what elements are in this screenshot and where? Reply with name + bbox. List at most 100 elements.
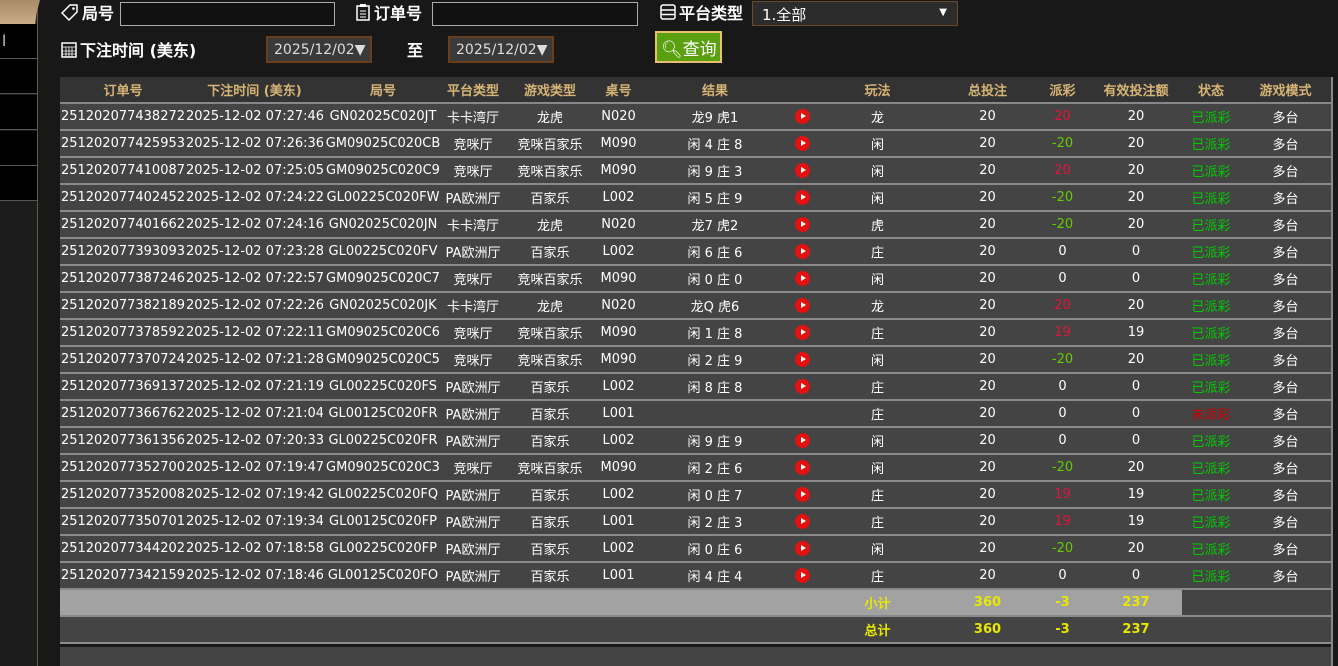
replay-cell [790, 562, 815, 590]
play-video-icon[interactable] [795, 244, 810, 259]
play-video-icon[interactable] [795, 514, 810, 529]
play-video-icon[interactable] [795, 271, 810, 286]
play-video-icon[interactable] [795, 379, 810, 394]
table-row[interactable]: 251202077387246 2025-12-02 07:22:57 GM0902… [60, 265, 1331, 293]
order-input[interactable] [432, 2, 638, 26]
play-video-icon[interactable] [795, 487, 810, 502]
date-from-picker[interactable]: 2025/12/02▼ [266, 36, 372, 63]
play-video-icon[interactable] [795, 325, 810, 340]
spacer [60, 589, 815, 617]
column-header: 游戏模式 [1240, 77, 1331, 104]
play-video-icon[interactable] [795, 541, 810, 556]
cell-0: 251202077401662 [60, 211, 186, 239]
cell-3: PA欧洲厅 [443, 508, 503, 536]
table-row[interactable]: 251202077352700 2025-12-02 07:19:47 GM0902… [60, 454, 1331, 482]
table-row[interactable]: 251202077401662 2025-12-02 07:24:16 GN0202… [60, 211, 1331, 239]
platform-select[interactable]: 1.全部 ▼ [752, 1, 958, 26]
play-video-icon[interactable] [795, 163, 810, 178]
cell-8: 庄 [815, 508, 940, 536]
table-row[interactable]: 251202077342159 2025-12-02 07:18:46 GL0012… [60, 562, 1331, 590]
table-row[interactable]: 251202077361356 2025-12-02 07:20:33 GL0022… [60, 427, 1331, 455]
spacer [60, 616, 815, 644]
play-video-icon[interactable] [795, 136, 810, 151]
cell-4: 百家乐 [503, 562, 597, 590]
play-video-icon[interactable] [795, 568, 810, 583]
subtotal-payout: -3 [1035, 589, 1090, 617]
scrollbar[interactable] [1331, 77, 1333, 666]
cell-0: 251202077370724 [60, 346, 186, 374]
cell-1: 2025-12-02 07:22:11 [186, 319, 323, 347]
cell-6: 闲 2 庄 3 [640, 508, 790, 536]
sidebar-item-label: l [2, 32, 7, 50]
cell-0: 251202077342159 [60, 562, 186, 590]
table-row[interactable]: 251202077366762 2025-12-02 07:21:04 GL0012… [60, 400, 1331, 428]
cell-11: 0 [1090, 400, 1182, 428]
cell-13: 多台 [1240, 265, 1331, 293]
cell-5: L002 [597, 535, 640, 563]
cell-11: 0 [1090, 373, 1182, 401]
cell-13: 多台 [1240, 427, 1331, 455]
cell-9: 20 [940, 238, 1035, 266]
cell-12: 已派彩 [1182, 373, 1240, 401]
sidebar-item[interactable] [0, 95, 37, 130]
cell-2: GL00125C020FO [323, 562, 443, 590]
cell-5: M090 [597, 265, 640, 293]
sidebar-item[interactable] [0, 131, 37, 166]
cell-4: 竞咪百家乐 [503, 130, 597, 158]
sidebar-item[interactable] [0, 59, 37, 94]
cell-2: GM09025C020C9 [323, 157, 443, 185]
cell-2: GL00225C020FV [323, 238, 443, 266]
cell-2: GL00225C020FP [323, 535, 443, 563]
cell-6: 闲 9 庄 9 [640, 427, 790, 455]
play-video-icon[interactable] [795, 217, 810, 232]
cell-2: GN02025C020JN [323, 211, 443, 239]
play-video-icon[interactable] [795, 433, 810, 448]
cell-10: -20 [1035, 346, 1090, 374]
table-row[interactable]: 251202077352008 2025-12-02 07:19:42 GL0022… [60, 481, 1331, 509]
cell-6: 闲 1 庄 8 [640, 319, 790, 347]
date-to-picker[interactable]: 2025/12/02▼ [448, 36, 554, 63]
play-video-icon[interactable] [795, 109, 810, 124]
table-row[interactable]: 251202077402452 2025-12-02 07:24:22 GL0022… [60, 184, 1331, 212]
round-input[interactable] [120, 2, 335, 26]
column-header: 局号 [323, 77, 443, 104]
table-row[interactable]: 251202077350701 2025-12-02 07:19:34 GL0012… [60, 508, 1331, 536]
table-row[interactable]: 251202077369137 2025-12-02 07:21:19 GL0022… [60, 373, 1331, 401]
subtotal-total-bet: 360 [940, 589, 1035, 617]
play-video-icon[interactable] [795, 460, 810, 475]
table-row[interactable]: 251202077410087 2025-12-02 07:25:05 GM0902… [60, 157, 1331, 185]
cell-6: 闲 0 庄 7 [640, 481, 790, 509]
table-row[interactable]: 251202077382189 2025-12-02 07:22:26 GN0202… [60, 292, 1331, 320]
table-row[interactable]: 251202077438272 2025-12-02 07:27:46 GN0202… [60, 103, 1331, 131]
cell-10: -20 [1035, 211, 1090, 239]
sidebar-item[interactable]: l [0, 24, 37, 59]
cell-10: 0 [1035, 400, 1090, 428]
cell-5: N020 [597, 103, 640, 131]
cell-10: -20 [1035, 454, 1090, 482]
cell-8: 庄 [815, 400, 940, 428]
table-row[interactable]: 251202077344202 2025-12-02 07:18:58 GL0022… [60, 535, 1331, 563]
subtotal-valid-bet: 237 [1090, 589, 1182, 617]
cell-13: 多台 [1240, 535, 1331, 563]
cell-2: GL00225C020FW [323, 184, 443, 212]
table-row[interactable]: 251202077370724 2025-12-02 07:21:28 GM0902… [60, 346, 1331, 374]
cell-11: 0 [1090, 562, 1182, 590]
cell-1: 2025-12-02 07:19:47 [186, 454, 323, 482]
cell-10: 20 [1035, 157, 1090, 185]
play-video-icon[interactable] [795, 352, 810, 367]
sidebar-tab[interactable] [0, 0, 40, 24]
cell-3: 竞咪厅 [443, 265, 503, 293]
cell-4: 龙虎 [503, 103, 597, 131]
cell-9: 20 [940, 535, 1035, 563]
replay-cell [790, 400, 815, 428]
table-row[interactable]: 251202077378592 2025-12-02 07:22:11 GM0902… [60, 319, 1331, 347]
sidebar-item[interactable] [0, 166, 37, 201]
table-row[interactable]: 251202077393093 2025-12-02 07:23:28 GL0022… [60, 238, 1331, 266]
play-video-icon[interactable] [795, 190, 810, 205]
play-video-icon[interactable] [795, 298, 810, 313]
date-to-value: 2025/12/02 [456, 42, 537, 58]
cell-6: 闲 6 庄 6 [640, 238, 790, 266]
query-button[interactable]: 🔍︎查询 [655, 31, 722, 63]
date-from-value: 2025/12/02 [274, 42, 355, 58]
table-row[interactable]: 251202077425953 2025-12-02 07:26:36 GM0902… [60, 130, 1331, 158]
